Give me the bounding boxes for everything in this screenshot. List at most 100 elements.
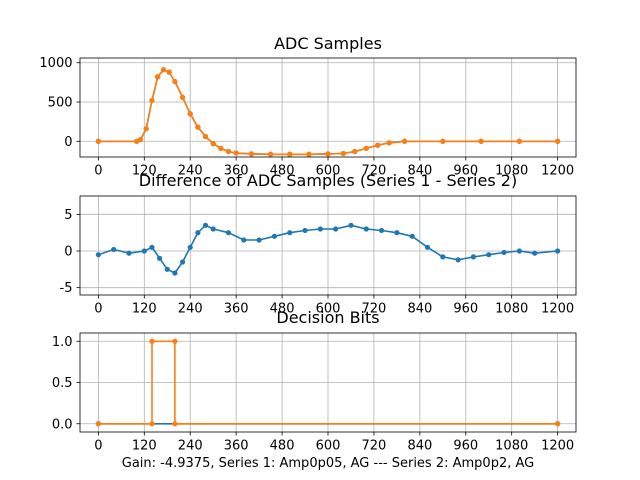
x-tick-label: 360	[224, 164, 249, 179]
x-tick-label: 720	[362, 439, 387, 454]
series-2-point	[516, 138, 522, 144]
series-2-point	[166, 69, 172, 75]
series-1-point	[210, 226, 216, 232]
series-1-point	[440, 254, 446, 260]
series-1-point	[195, 230, 201, 236]
y-tick-label: 5	[64, 208, 72, 223]
series-2-point	[95, 138, 101, 144]
series-1-point	[501, 249, 507, 256]
y-tick-label: 1.0	[52, 335, 73, 350]
x-tick-label: 720	[362, 302, 387, 317]
series-1-point	[302, 227, 308, 234]
series-2-point	[155, 74, 161, 80]
series-2-line	[98, 340, 558, 425]
series-1-point	[470, 254, 477, 260]
series-2-point	[306, 151, 312, 157]
series-2-point	[137, 137, 144, 143]
y-tick-label: -5	[60, 281, 73, 296]
x-tick-label: 480	[270, 439, 295, 454]
x-tick-label: 480	[270, 164, 295, 179]
series-2-point	[195, 124, 201, 130]
series-1-point	[516, 248, 522, 254]
series-1-point	[225, 230, 232, 236]
series-2-point	[179, 94, 186, 100]
series-2-point	[440, 138, 446, 144]
x-tick-label: 240	[178, 302, 203, 317]
series-1-point	[241, 237, 247, 243]
series-2-point	[187, 111, 193, 117]
x-tick-label: 0	[94, 164, 102, 179]
x-tick-label: 840	[407, 302, 432, 317]
panel-title: Difference of ADC Samples (Series 1 - Se…	[139, 171, 517, 190]
series-2-point	[363, 145, 369, 151]
x-tick-label: 960	[453, 439, 478, 454]
series-2-point	[401, 138, 408, 144]
x-tick-label: 840	[407, 439, 432, 454]
x-tick-label: 0	[94, 439, 102, 454]
series-1-point	[187, 244, 193, 250]
x-tick-label: 360	[224, 302, 249, 317]
y-tick-label: 0	[64, 245, 72, 260]
series-1-point	[394, 230, 400, 236]
y-tick-label: 0	[64, 135, 72, 150]
series-2-point	[172, 338, 178, 344]
x-tick-label: 1080	[495, 439, 528, 454]
series-2-point	[149, 421, 155, 427]
series-1-point	[333, 226, 339, 232]
series-2-point	[352, 148, 358, 155]
x-tick-label: 120	[132, 439, 157, 454]
series-2-point	[340, 150, 346, 157]
x-tick-label: 1080	[495, 302, 528, 317]
series-1-point	[95, 252, 101, 258]
series-1-point	[111, 246, 117, 253]
series-1-point	[271, 233, 278, 239]
series-2-point	[143, 126, 149, 132]
series-2-point	[233, 150, 239, 156]
series-2-point	[325, 151, 331, 157]
series-2-point	[160, 67, 167, 73]
series-1-point	[317, 226, 323, 232]
y-tick-label: 0.0	[52, 417, 73, 432]
series-2-point	[478, 138, 484, 144]
x-tick-label: 1200	[541, 439, 574, 454]
series-2-point	[267, 151, 274, 157]
x-tick-label: 600	[316, 439, 341, 454]
x-tick-label: 720	[362, 164, 387, 179]
series-2-point	[149, 338, 155, 344]
series-2-point	[95, 421, 101, 427]
x-tick-label: 960	[453, 164, 478, 179]
x-tick-label: 600	[316, 164, 341, 179]
series-2-point	[202, 133, 209, 140]
panel-title: Decision Bits	[276, 308, 379, 327]
x-tick-label: 1200	[541, 302, 574, 317]
series-1-point	[555, 248, 561, 254]
y-tick-label: 500	[48, 96, 73, 111]
x-tick-label: 1080	[495, 164, 528, 179]
x-tick-label: 120	[132, 302, 157, 317]
series-2-point	[210, 141, 216, 147]
series-1-point	[164, 266, 170, 272]
x-tick-label: 480	[270, 302, 295, 317]
x-tick-label: 840	[407, 164, 432, 179]
x-tick-label: 360	[224, 439, 249, 454]
series-1-point	[348, 222, 354, 228]
panel-adc-samples: ADC Samples 0 120 240 360 480 600 720 840 960 108…	[39, 34, 577, 179]
series-1-point	[363, 226, 369, 232]
series-2-point	[287, 151, 293, 157]
panel-title: ADC Samples	[274, 34, 382, 53]
series-1-point	[149, 244, 155, 250]
series-1-point	[409, 233, 415, 239]
series-1-point	[287, 230, 293, 236]
series-2-point	[218, 145, 224, 151]
series-1-point	[378, 227, 385, 234]
series-1-point	[486, 252, 492, 258]
y-tick-label: 0.5	[52, 376, 73, 391]
panel-adc-difference: Difference of ADC Samples (Series 1 - Se…	[60, 171, 577, 317]
series-1-point	[179, 259, 186, 265]
x-tick-label: 240	[178, 164, 203, 179]
series-1-point	[157, 255, 163, 261]
series-1-point	[424, 244, 431, 250]
series-2-point	[555, 421, 561, 427]
